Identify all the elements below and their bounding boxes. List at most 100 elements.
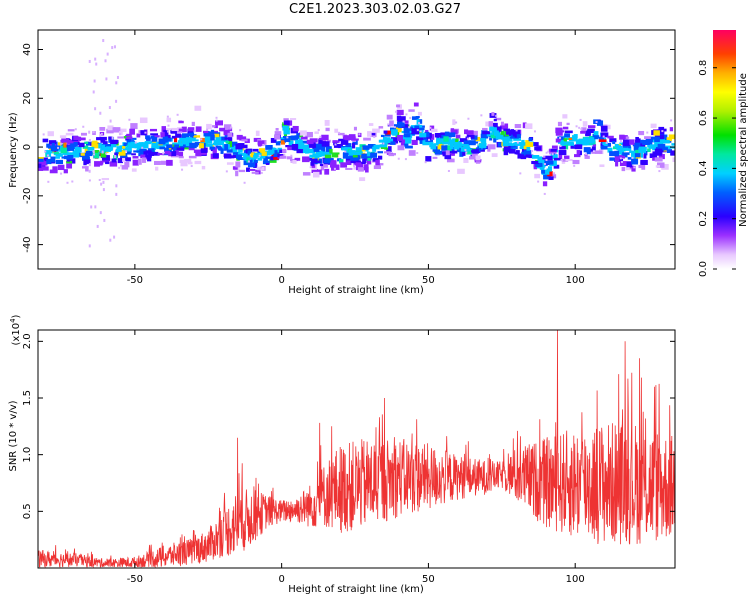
heatmap-cell — [377, 155, 383, 160]
heatmap-cell — [558, 150, 567, 156]
heatmap-cell — [206, 143, 213, 147]
spectrogram-ytick-label: 40 — [22, 43, 33, 56]
heatmap-speck — [93, 79, 96, 83]
heatmap-cell — [257, 157, 263, 161]
heatmap-cell — [438, 138, 446, 143]
heatmap-cell — [60, 147, 67, 154]
spectrogram-ytick-label: 20 — [22, 92, 33, 105]
heatmap-cell — [41, 166, 49, 171]
heatmap-cell — [139, 148, 147, 155]
heatmap-speck — [230, 126, 233, 129]
heatmap-cell — [106, 146, 113, 151]
heatmap-cell — [99, 136, 107, 141]
heatmap-cell — [257, 140, 265, 146]
heatmap-cell — [525, 142, 534, 147]
heatmap-cell — [487, 144, 496, 150]
heatmap-cell — [654, 141, 661, 148]
heatmap-speck — [553, 172, 556, 175]
heatmap-cell — [411, 139, 418, 146]
heatmap-cell — [445, 145, 454, 148]
heatmap-cell — [403, 127, 412, 134]
heatmap-cell — [171, 135, 176, 139]
heatmap-cell — [632, 142, 640, 147]
heatmap-cell — [226, 162, 234, 165]
heatmap-speck — [71, 180, 74, 183]
heatmap-cell — [656, 134, 665, 140]
heatmap-cell — [237, 152, 246, 156]
heatmap-cell — [619, 134, 625, 140]
heatmap-speck — [466, 137, 469, 140]
heatmap-cell — [669, 127, 674, 132]
heatmap-cell — [192, 139, 199, 142]
spectrogram-ylabel: Frequency (Hz) — [8, 112, 19, 188]
heatmap-cell — [658, 138, 665, 143]
heatmap-cell — [654, 136, 660, 142]
heatmap-cell — [204, 135, 213, 142]
heatmap-cell — [460, 147, 465, 152]
heatmap-cell — [451, 150, 458, 154]
heatmap-cell — [528, 137, 533, 142]
heatmap-cell — [85, 141, 94, 146]
heatmap-cell — [177, 145, 186, 148]
heatmap-cell — [174, 137, 178, 143]
heatmap-cell — [548, 166, 552, 172]
heatmap-cell — [508, 149, 516, 154]
heatmap-cell — [140, 130, 147, 136]
heatmap-cell — [367, 144, 376, 149]
heatmap-cell — [168, 151, 173, 157]
heatmap-cell — [100, 160, 104, 165]
spectrogram-frame — [37, 29, 676, 270]
heatmap-speck — [42, 133, 45, 136]
snr-xtick-label: 0 — [278, 574, 284, 585]
heatmap-cell — [572, 159, 580, 165]
heatmap-cell — [397, 118, 402, 125]
heatmap-cell — [408, 150, 416, 156]
heatmap-cell — [653, 130, 660, 136]
heatmap-cell — [82, 145, 89, 149]
heatmap-cell — [140, 154, 147, 159]
heatmap-cell — [553, 157, 561, 161]
heatmap-cell — [145, 154, 152, 158]
heatmap-speck — [319, 135, 322, 138]
heatmap-cell — [350, 136, 356, 141]
heatmap-cell — [270, 137, 277, 143]
heatmap-cell — [405, 133, 410, 138]
heatmap-speck — [44, 150, 47, 153]
heatmap-cell — [162, 136, 168, 143]
heatmap-cell — [214, 133, 220, 138]
heatmap-cell — [480, 149, 485, 152]
heatmap-speck — [619, 157, 622, 160]
heatmap-cell — [558, 154, 563, 160]
heatmap-speck — [633, 166, 636, 169]
heatmap-speck — [181, 168, 184, 171]
heatmap-cell — [411, 128, 420, 134]
snr-ytick-label: 1.0 — [22, 447, 33, 463]
heatmap-cell — [73, 135, 79, 141]
heatmap-speck — [515, 129, 518, 132]
heatmap-cell — [390, 137, 399, 143]
heatmap-cell — [489, 126, 495, 131]
heatmap-cell — [541, 169, 546, 174]
heatmap-cell — [523, 144, 528, 150]
heatmap-speck — [99, 133, 102, 137]
heatmap-cell — [57, 142, 62, 146]
heatmap-cell — [386, 114, 393, 120]
heatmap-speck — [113, 45, 116, 49]
heatmap-cell — [312, 153, 316, 158]
snr-ytick-label: 2.0 — [22, 333, 33, 349]
heatmap-cell — [644, 136, 651, 139]
heatmap-cell — [389, 120, 394, 127]
heatmap-cell — [576, 150, 581, 155]
heatmap-cell — [134, 142, 141, 149]
heatmap-speck — [404, 158, 407, 161]
heatmap-speck — [144, 131, 147, 134]
heatmap-cell — [175, 133, 181, 138]
heatmap-cell — [331, 154, 338, 158]
heatmap-cell — [179, 159, 187, 164]
heatmap-cell — [38, 165, 44, 171]
heatmap-cell — [41, 161, 48, 166]
heatmap-cell — [303, 148, 310, 153]
heatmap-speck — [619, 140, 622, 143]
heatmap-speck — [573, 164, 576, 167]
heatmap-speck — [215, 119, 218, 122]
